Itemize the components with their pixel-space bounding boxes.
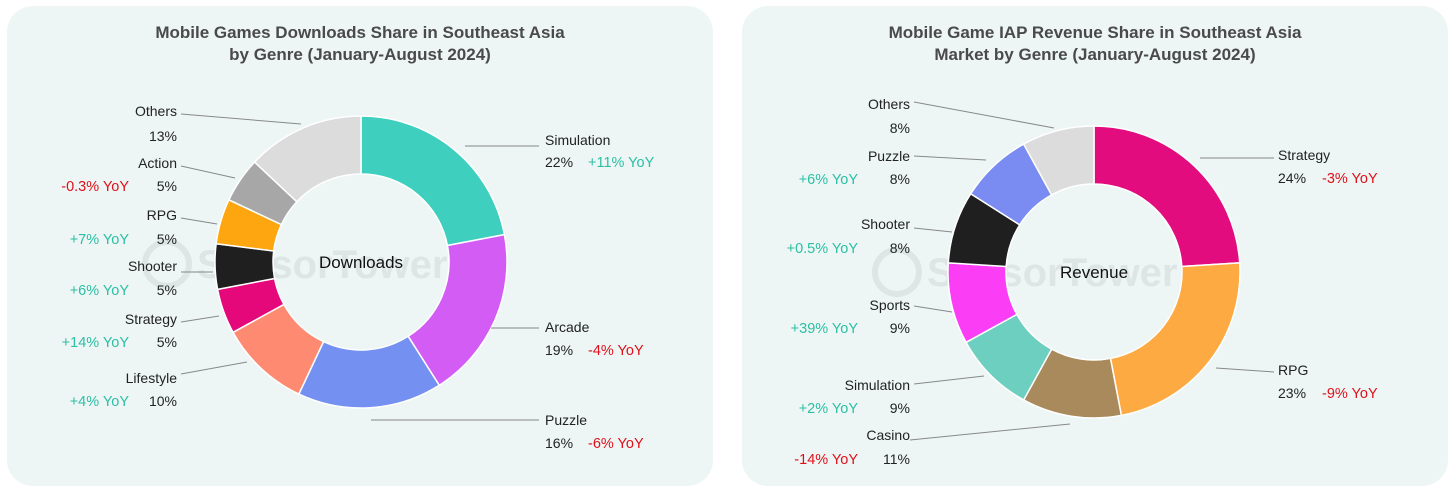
slice-yoy: +39% YoY	[791, 321, 859, 337]
slice-yoy: +4% YoY	[70, 394, 130, 410]
slice-name: Action	[138, 155, 177, 171]
slice-yoy: -9% YoY	[1322, 386, 1378, 402]
slice-value: 13%	[149, 128, 177, 144]
slice-name: Shooter	[861, 216, 910, 232]
label-shooter: Shooter 8% +0.5% YoY	[787, 216, 953, 257]
chart-title-line1: Mobile Games Downloads Share in Southeas…	[155, 23, 565, 42]
chart-title-line1: Mobile Game IAP Revenue Share in Southea…	[888, 23, 1302, 42]
slice-name: Strategy	[125, 311, 177, 327]
label-puzzle: Puzzle 8% +6% YoY	[799, 148, 987, 188]
slice-value: 19%	[545, 342, 573, 358]
slice-yoy: +7% YoY	[70, 232, 130, 248]
label-lifestyle: Lifestyle 10% +4% YoY	[70, 361, 248, 410]
slice-yoy: +11% YoY	[588, 155, 655, 171]
slice-name: Lifestyle	[126, 370, 178, 386]
label-rpg: RPG 23% -9% YoY	[1215, 362, 1378, 402]
slice-value: 9%	[890, 400, 910, 416]
slice-yoy: +6% YoY	[70, 283, 130, 299]
slice-name: Strategy	[1278, 147, 1330, 163]
label-strategy: Strategy 24% -3% YoY	[1200, 147, 1378, 187]
slice-name: Others	[135, 103, 177, 119]
label-simulation: Simulation 9% +2% YoY	[799, 375, 985, 417]
slice-name: Puzzle	[545, 412, 587, 428]
slice-yoy: -3% YoY	[1322, 171, 1378, 187]
slice-yoy: +2% YoY	[799, 401, 859, 417]
slice-others	[1022, 125, 1095, 196]
leader-line	[913, 155, 987, 161]
leader-line	[180, 361, 248, 375]
slice-value: 8%	[890, 240, 910, 256]
slice-name: Shooter	[128, 258, 177, 274]
slice-value: 8%	[890, 171, 910, 187]
slice-value: 16%	[545, 435, 573, 451]
slice-value: 24%	[1278, 170, 1306, 186]
label-strategy: Strategy 5% +14% YoY	[62, 311, 220, 351]
label-sports: Sports 9% +39% YoY	[791, 297, 953, 337]
slice-name: Arcade	[545, 319, 590, 335]
center-label: Revenue	[1060, 263, 1128, 282]
watermark: SensorTower	[872, 247, 1177, 297]
leader-line	[1215, 367, 1275, 373]
slice-name: RPG	[1278, 362, 1308, 378]
slice-yoy: +6% YoY	[799, 172, 859, 188]
leader-line	[913, 101, 1055, 129]
label-shooter: Shooter 5% +6% YoY	[70, 258, 213, 299]
label-puzzle: Puzzle 16% -6% YoY	[371, 412, 644, 452]
label-others: Others 13%	[135, 103, 302, 144]
slice-yoy: -6% YoY	[588, 436, 644, 452]
label-rpg: RPG 5% +7% YoY	[70, 207, 218, 248]
slice-yoy: -4% YoY	[588, 343, 644, 359]
chart-title-line2: by Genre (January-August 2024)	[229, 45, 491, 64]
chart-title: Mobile Games Downloads Share in Southeas…	[7, 22, 713, 66]
slice-value: 10%	[149, 393, 177, 409]
chart-title-line2: Market by Genre (January-August 2024)	[934, 45, 1256, 64]
slice-yoy: +14% YoY	[62, 335, 130, 351]
slice-value: 5%	[157, 334, 177, 350]
slice-yoy: +0.5% YoY	[787, 241, 859, 257]
downloads-chart-panel: Mobile Games Downloads Share in Southeas…	[7, 6, 713, 486]
center-label: Downloads	[319, 253, 403, 272]
leader-line	[913, 305, 953, 313]
leader-line	[180, 165, 236, 179]
revenue-donut-chart: SensorTower Strategy 24% -3% YoY RPG 23% -9% Y…	[787, 96, 1378, 468]
slice-name: Others	[868, 96, 910, 112]
slice-name: Simulation	[845, 377, 910, 393]
slice-name: Simulation	[545, 132, 610, 148]
chart-title: Mobile Game IAP Revenue Share in Southea…	[742, 22, 1448, 66]
slice-value: 23%	[1278, 385, 1306, 401]
slice-name: Casino	[866, 427, 910, 443]
leader-line	[913, 227, 953, 233]
slice-name: Sports	[870, 297, 910, 313]
slice-simulation	[360, 115, 506, 247]
slice-value: 5%	[157, 178, 177, 194]
slice-value: 9%	[890, 320, 910, 336]
watermark-logo-icon	[142, 239, 192, 289]
watermark-logo-icon	[872, 247, 922, 297]
slice-yoy: -0.3% YoY	[61, 179, 129, 195]
label-casino: Casino 11% -14% YoY	[794, 423, 1071, 468]
slice-strategy	[1093, 125, 1241, 268]
slice-value: 22%	[545, 154, 573, 170]
slice-others	[253, 115, 362, 203]
slice-value: 11%	[883, 451, 910, 467]
leader-line	[909, 423, 1071, 441]
leader-line	[180, 217, 218, 225]
leader-line	[180, 113, 302, 125]
label-arcade: Arcade 19% -4% YoY	[491, 319, 644, 359]
slice-value: 8%	[890, 120, 910, 136]
label-simulation: Simulation 22% +11% YoY	[465, 132, 655, 171]
revenue-chart-panel: Mobile Game IAP Revenue Share in Southea…	[742, 6, 1448, 486]
label-others: Others 8%	[868, 96, 1055, 136]
label-action: Action 5% -0.3% YoY	[61, 155, 236, 195]
slice-value: 5%	[157, 282, 177, 298]
leader-line	[913, 375, 985, 385]
slice-name: Puzzle	[868, 148, 910, 164]
slice-yoy: -14% YoY	[794, 452, 858, 468]
leader-line	[180, 315, 220, 323]
slice-value: 5%	[157, 231, 177, 247]
slice-name: RPG	[147, 207, 177, 223]
